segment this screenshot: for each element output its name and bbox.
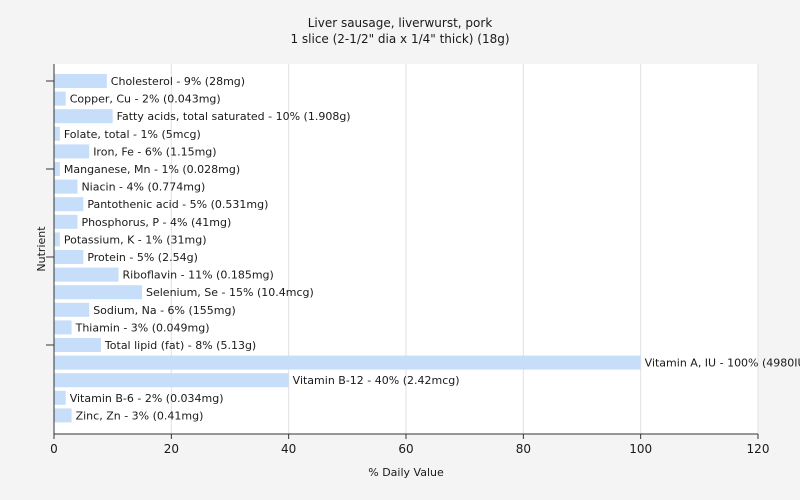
bar — [54, 250, 84, 264]
bar-label: Fatty acids, total saturated - 10% (1.90… — [117, 110, 351, 123]
bar-label: Selenium, Se - 15% (10.4mcg) — [146, 286, 314, 299]
bar-label: Phosphorus, P - 4% (41mg) — [81, 216, 231, 229]
x-tick-label: 120 — [747, 442, 770, 456]
axis-layer: 0 20 40 60 80 100 120 — [46, 64, 769, 456]
chart-subtitle: 1 slice (2-1/2" dia x 1/4" thick) (18g) — [290, 32, 509, 46]
bar — [54, 179, 78, 194]
bar-label: Zinc, Zn - 3% (0.41mg) — [76, 409, 204, 422]
bar-label: Total lipid (fat) - 8% (5.13g) — [104, 339, 256, 352]
bar-label: Niacin - 4% (0.774mg) — [81, 181, 205, 194]
bar-label: Iron, Fe - 6% (1.15mg) — [93, 145, 216, 158]
x-axis-label: % Daily Value — [368, 466, 444, 479]
x-tick-label: 100 — [629, 442, 652, 456]
bar-label: Protein - 5% (2.54g) — [87, 251, 198, 264]
grid-layer — [170, 64, 759, 434]
bar-label: Copper, Cu - 2% (0.043mg) — [70, 93, 221, 106]
bar — [54, 197, 84, 212]
bar-layer: Cholesterol - 9% (28mg) Copper, Cu - 2% (… — [54, 74, 800, 423]
bar-label: Cholesterol - 9% (28mg) — [111, 75, 245, 88]
bar-label: Thiamin - 3% (0.049mg) — [75, 321, 210, 334]
bar — [54, 355, 641, 370]
bar — [54, 338, 101, 352]
bar — [54, 74, 107, 88]
bar — [54, 109, 113, 124]
bar — [54, 390, 66, 405]
bar — [54, 320, 72, 335]
bar-label: Manganese, Mn - 1% (0.028mg) — [64, 163, 240, 176]
x-tick-label: 80 — [516, 442, 531, 456]
bar-label: Vitamin B-6 - 2% (0.034mg) — [70, 392, 224, 405]
x-tick-label: 40 — [281, 442, 296, 456]
bar-label: Vitamin B-12 - 40% (2.42mcg) — [293, 374, 460, 387]
bar — [54, 302, 90, 317]
bar — [54, 373, 289, 388]
x-tick-label: 60 — [398, 442, 413, 456]
x-tick-label: 0 — [50, 442, 58, 456]
bar — [54, 214, 78, 229]
bar-label: Riboflavin - 11% (0.185mg) — [123, 269, 274, 282]
bar — [54, 162, 60, 176]
bar — [54, 232, 60, 247]
bar-label: Pantothenic acid - 5% (0.531mg) — [87, 198, 268, 211]
bar-label: Vitamin A, IU - 100% (4980IU) — [645, 357, 800, 370]
bar — [54, 91, 66, 106]
bar-label: Potassium, K - 1% (31mg) — [64, 233, 207, 246]
bar-label: Sodium, Na - 6% (155mg) — [93, 304, 236, 317]
bar-label: Folate, total - 1% (5mcg) — [64, 128, 201, 141]
x-tick-label: 20 — [164, 442, 179, 456]
bar — [54, 144, 90, 159]
chart-title: Liver sausage, liverwurst, pork — [308, 16, 493, 30]
bar — [54, 408, 72, 423]
bar — [54, 126, 60, 141]
bar — [54, 285, 142, 300]
bar — [54, 267, 119, 282]
y-axis-label: Nutrient — [35, 226, 48, 272]
